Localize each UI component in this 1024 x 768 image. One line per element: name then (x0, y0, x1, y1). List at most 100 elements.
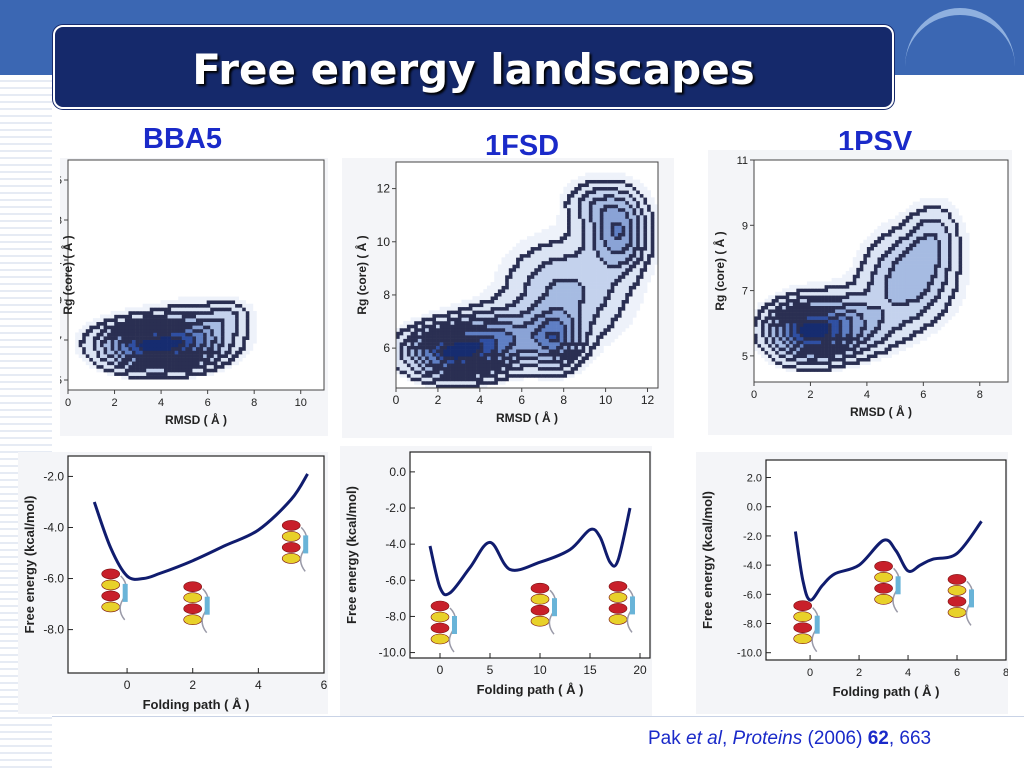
density-cell (909, 312, 914, 317)
density-cell (916, 326, 921, 331)
density-cell (548, 366, 553, 371)
density-cell (574, 299, 579, 304)
density-cell (432, 342, 437, 346)
density-cell (933, 281, 938, 286)
density-cell (933, 309, 938, 313)
density-cell (238, 321, 243, 326)
density-cell (933, 323, 938, 327)
density-cell (567, 246, 571, 251)
density-cell (842, 298, 847, 303)
density-cell (188, 321, 193, 326)
density-cell (476, 366, 480, 371)
density-cell (621, 327, 626, 332)
density-cell (537, 264, 542, 269)
density-cell (505, 275, 510, 279)
density-cell (454, 306, 459, 311)
density-cell (210, 368, 215, 373)
density-cell (454, 331, 459, 336)
density-cell (909, 305, 914, 310)
density-cell (870, 350, 875, 355)
density-cell (556, 299, 561, 304)
density-cell (124, 336, 129, 340)
density-cell (146, 343, 151, 348)
density-cell (121, 368, 126, 373)
density-cell (483, 313, 488, 318)
density-cell (548, 264, 553, 269)
density-cell (905, 288, 910, 293)
density-cell (588, 232, 593, 237)
density-cell (508, 359, 513, 364)
density-cell (534, 331, 539, 336)
density-cell (192, 332, 197, 337)
density-cell (465, 359, 470, 364)
density-cell (639, 278, 644, 283)
density-cell (588, 285, 593, 290)
density-cell (479, 303, 484, 308)
density-cell (96, 357, 101, 362)
density-cell (149, 339, 154, 344)
density-cell (439, 370, 444, 375)
density-cell (596, 289, 601, 293)
density-cell (199, 325, 204, 330)
density-cell (603, 232, 608, 237)
density-cell (96, 339, 101, 344)
density-cell (842, 305, 847, 310)
density-cell (866, 340, 871, 345)
density-cell (650, 218, 655, 223)
density-cell (636, 289, 641, 293)
density-cell (577, 342, 582, 346)
decorative-arc (905, 8, 1015, 125)
density-cell (570, 239, 575, 244)
density-cell (567, 317, 571, 322)
density-cell (181, 364, 186, 369)
density-cell (548, 338, 553, 343)
density-cell (813, 354, 818, 359)
density-cell (238, 350, 243, 355)
density-cell (806, 347, 811, 352)
density-cell (567, 356, 571, 361)
density-cell (581, 289, 586, 293)
density-cell (639, 236, 644, 240)
density-cell (650, 250, 655, 255)
density-cell (588, 264, 593, 269)
density-cell (621, 292, 626, 297)
density-cell (228, 325, 232, 330)
density-cell (577, 278, 582, 283)
density-cell (428, 370, 433, 375)
density-cell (421, 324, 426, 329)
density-cell (768, 329, 772, 334)
density-cell (607, 204, 611, 209)
density-cell (948, 309, 952, 313)
density-cell (92, 321, 97, 326)
density-cell (592, 296, 597, 301)
density-cell (519, 338, 524, 343)
density-cell (563, 236, 568, 240)
density-cell (958, 264, 963, 268)
density-cell (220, 361, 225, 366)
density-cell (139, 357, 143, 362)
density-cell (196, 346, 200, 351)
density-cell (585, 222, 590, 226)
density-cell (570, 327, 575, 332)
density-cell (856, 364, 861, 369)
density-cell (417, 335, 422, 339)
density-cell (581, 356, 586, 361)
density-cell (891, 347, 896, 352)
density-cell (789, 323, 794, 327)
density-cell (414, 338, 419, 343)
density-cell (625, 278, 630, 283)
density-cell (181, 336, 186, 340)
density-cell (436, 345, 440, 350)
density-cell (923, 271, 928, 275)
density-cell (636, 211, 641, 216)
density-cell (465, 324, 470, 329)
density-cell (955, 298, 959, 303)
density-cell (891, 305, 896, 310)
density-cell (603, 186, 608, 191)
density-cell (164, 368, 168, 373)
density-cell (817, 284, 822, 289)
density-cell (782, 323, 787, 327)
x-tick-label: 2 (435, 393, 442, 407)
density-cell (775, 323, 779, 327)
density-cell (142, 314, 147, 319)
